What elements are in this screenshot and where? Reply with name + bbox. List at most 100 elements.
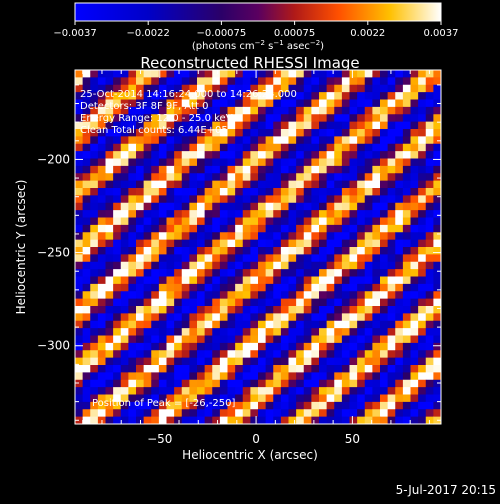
heatmap-cell [319,365,328,373]
heatmap-cell [265,173,274,182]
heatmap-cell [75,106,84,115]
heatmap-cell [82,276,91,285]
heatmap-cell [174,129,183,137]
heatmap-cell [334,342,343,351]
heatmap-cell [250,394,259,403]
heatmap-cell [189,328,198,337]
heatmap-cell [90,165,99,174]
heatmap-cell [372,106,381,115]
heatmap-cell [158,77,168,86]
heatmap-cell [242,283,251,292]
heatmap-cell [158,151,168,160]
heatmap-cell [265,387,274,396]
heatmap-cell [433,106,441,115]
heatmap-cell [380,416,389,424]
heatmap-cell [280,165,290,174]
heatmap-cell [311,372,320,381]
colorbar-gradient [74,2,442,22]
heatmap-cell [288,121,297,130]
heatmap-cell [425,158,434,167]
heatmap-cell [265,335,274,344]
heatmap-cell [181,70,190,78]
heatmap-cell [341,313,351,322]
heatmap-cell [143,387,152,396]
heatmap-cell [258,306,267,314]
heatmap-cell [349,401,358,410]
heatmap-cell [349,313,358,322]
heatmap-cell [357,136,366,145]
heatmap-cell [235,247,244,255]
heatmap-cell [158,394,168,403]
heatmap-cell [242,114,251,123]
heatmap-cell [174,92,183,101]
heatmap-cell [143,84,152,93]
heatmap-cell [113,401,122,410]
heatmap-cell [372,261,381,270]
heatmap-cell [288,77,297,86]
heatmap-cell [105,106,114,115]
heatmap-cell [280,306,290,314]
heatmap-cell [97,84,107,93]
heatmap-cell [273,210,282,219]
heatmap-cell [303,298,312,307]
heatmap-cell [128,92,137,101]
heatmap-cell [250,401,259,410]
heatmap-cell [387,151,396,160]
heatmap-cell [120,210,129,219]
heatmap-cell [136,224,145,233]
heatmap-cell [120,401,129,410]
heatmap-cell [258,173,267,182]
heatmap-cell [296,84,305,93]
heatmap-cell [197,188,206,196]
heatmap-cell [311,99,320,108]
heatmap-cell [341,136,351,145]
heatmap-cell [219,342,229,351]
heatmap-cell [319,313,328,322]
heatmap-cell [387,357,396,366]
heatmap-cell [235,210,244,219]
heatmap-cell [181,283,190,292]
chart-title: Reconstructed RHESSI Image [140,54,359,72]
heatmap-cell [136,409,145,418]
heatmap-cell [242,99,251,108]
heatmap-cell [341,121,351,130]
heatmap-cell [227,342,236,351]
plot-frame [74,69,442,425]
heatmap-cell [235,306,244,314]
heatmap-cell [303,239,312,248]
heatmap-cell [425,320,434,329]
heatmap-cell [151,401,160,410]
heatmap-cell [250,261,259,270]
heatmap-cell [258,291,267,300]
heatmap-cell [296,165,305,174]
heatmap-cell [250,224,259,233]
heatmap-cell [227,357,236,366]
heatmap-cell [273,409,282,418]
heatmap-cell [349,210,358,219]
heatmap-cell [128,210,137,219]
heatmap-cell [265,276,274,285]
heatmap-cell [280,173,290,182]
heatmap-cell [364,77,373,86]
heatmap-cell [189,335,198,344]
heatmap-cell [75,306,84,314]
heatmap-cell [387,379,396,388]
heatmap-cell [105,99,114,108]
heatmap-cell [212,92,221,101]
heatmap-cell [319,129,328,137]
heatmap-cell [151,283,160,292]
heatmap-cell [410,180,419,189]
heatmap-cell [158,173,168,182]
heatmap-cell [250,106,259,115]
heatmap-cell [349,129,358,137]
heatmap-cell [303,247,312,255]
heatmap-cell [265,291,274,300]
heatmap-cell [197,320,206,329]
heatmap-cell [258,357,267,366]
heatmap-cell [387,195,396,204]
heatmap-cell [303,328,312,337]
heatmap-cell [402,180,412,189]
heatmap-cell [288,188,297,196]
heatmap-cell [227,180,236,189]
heatmap-cell [357,261,366,270]
